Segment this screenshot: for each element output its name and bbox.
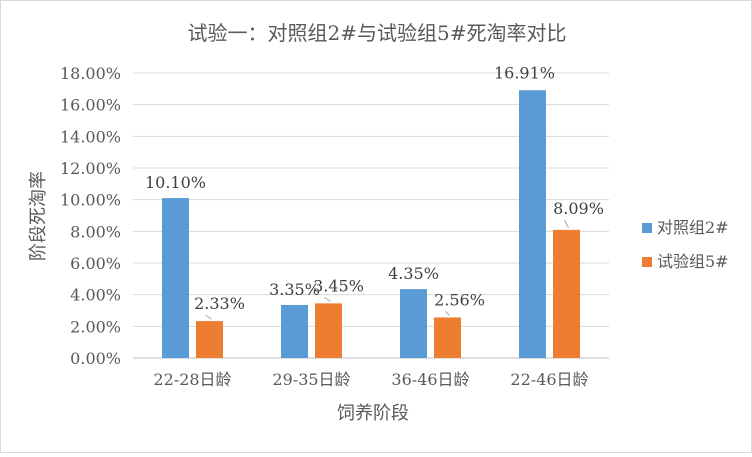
x-axis-ticks: 22-28日龄 29-35日龄 36-46日龄 22-46日龄 (153, 370, 588, 389)
x-tick-label: 22-28日龄 (153, 370, 231, 389)
bar-control (400, 289, 427, 358)
x-tick-label: 22-46日龄 (510, 370, 588, 389)
chart-title: 试验一：对照组2#与试验组5#死淘率对比 (188, 21, 567, 45)
bar-trial (315, 303, 342, 358)
y-tick-label: 16.00% (60, 96, 121, 115)
data-label: 2.56% (434, 290, 485, 309)
data-label: 2.33% (194, 294, 245, 313)
bar-trial (553, 229, 580, 358)
legend: 对照组2# 试验组5# (642, 218, 729, 271)
legend-label-control: 对照组2# (657, 218, 729, 237)
bar-trial (196, 321, 223, 358)
y-tick-label: 8.00% (70, 222, 121, 241)
bar-control (281, 304, 308, 358)
leader-line (205, 314, 212, 320)
data-label: 8.09% (553, 199, 604, 218)
y-tick-label: 4.00% (70, 286, 121, 305)
leader-line (564, 219, 569, 229)
y-tick-label: 12.00% (60, 159, 121, 178)
x-tick-label: 29-35日龄 (272, 370, 350, 389)
bar-control (519, 90, 546, 358)
legend-label-trial: 试验组5# (657, 252, 729, 271)
legend-swatch-trial (642, 257, 652, 267)
data-labels: 10.10% 2.33% 3.35%3.45% 4.35% 2.56% 16.91% 8.0… (145, 63, 604, 320)
y-tick-label: 0.00% (70, 349, 121, 368)
bar-trial (434, 317, 461, 358)
bar-control (162, 198, 189, 358)
data-label: 3.45% (313, 276, 364, 295)
data-label: 4.35% (388, 264, 439, 283)
y-tick-label: 10.00% (60, 191, 121, 210)
data-label: 3.35% (269, 280, 320, 299)
bars (162, 90, 580, 358)
data-label: 10.10% (145, 173, 206, 192)
leader-line (324, 296, 331, 302)
y-tick-label: 14.00% (60, 127, 121, 146)
legend-swatch-control (642, 223, 652, 233)
y-tick-label: 6.00% (70, 254, 121, 273)
y-axis-ticks: 0.00% 2.00% 4.00% 6.00% 8.00% 10.00% 12.00% 14.… (60, 64, 121, 368)
leader-line (445, 311, 450, 316)
x-tick-label: 36-46日龄 (391, 370, 469, 389)
y-tick-label: 2.00% (70, 317, 121, 336)
y-axis-title: 阶段死淘率 (28, 171, 49, 261)
x-axis-title: 饲养阶段 (337, 403, 409, 424)
data-label: 16.91% (494, 63, 555, 82)
y-tick-label: 18.00% (60, 64, 121, 83)
